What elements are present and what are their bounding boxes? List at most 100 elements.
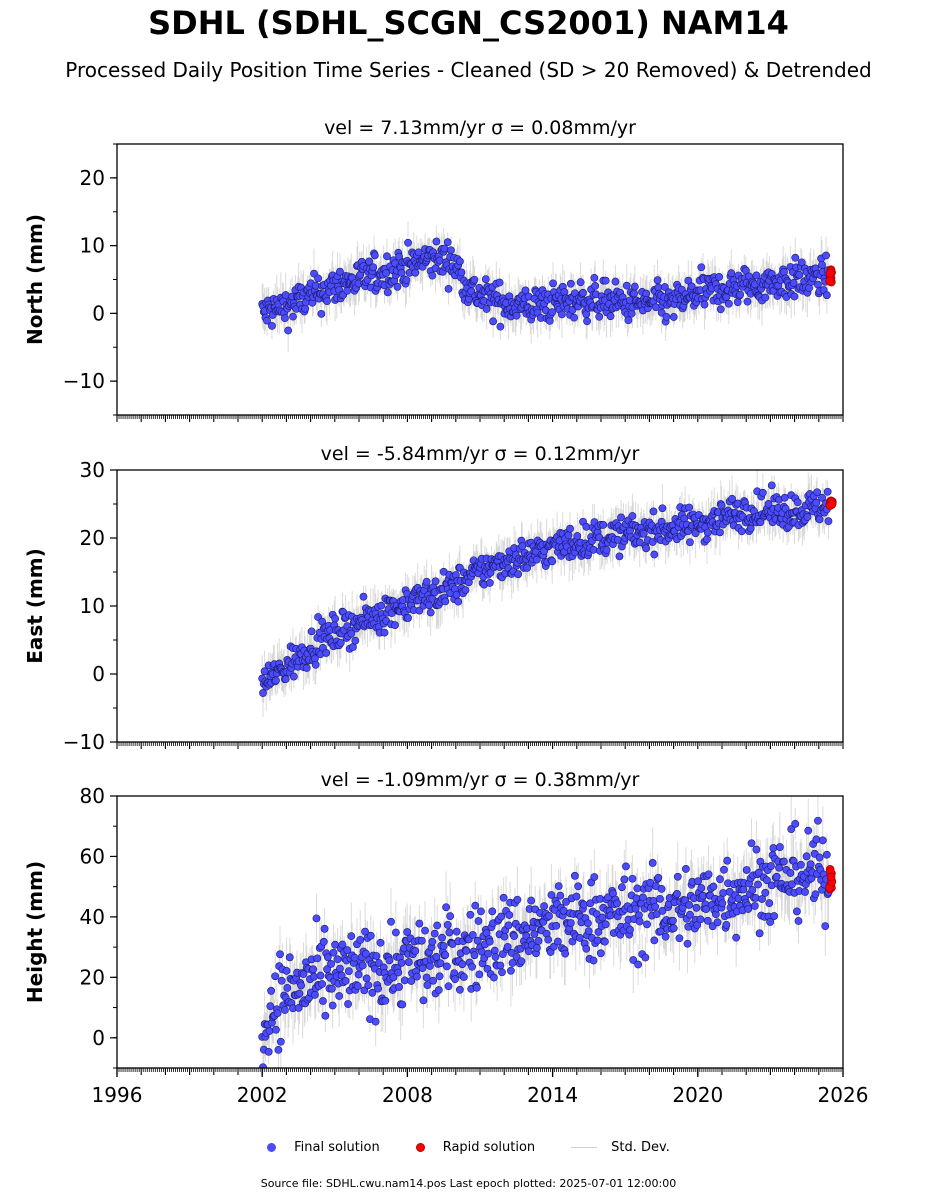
final-solution-point [344,1000,352,1008]
final-solution-point [635,538,644,547]
final-solution-point [473,936,482,945]
final-solution-point [545,912,553,920]
final-solution-point [435,256,444,265]
final-solution-point [404,238,412,247]
final-solution-point [613,899,621,908]
final-solution-point [767,481,776,490]
final-solution-point [350,953,359,962]
final-solution-point [360,986,369,995]
y-tick-label: −10 [63,369,105,393]
final-solution-point [272,676,280,685]
final-solution-point [387,917,395,926]
final-solution-point [455,985,464,994]
final-solution-point [737,527,746,536]
final-solution-point [716,305,725,314]
final-solution-point [474,917,483,925]
final-solution-point [413,972,421,981]
final-solution-point [491,953,500,961]
final-solution-point [642,544,651,553]
final-solution-point [719,889,728,897]
final-solution-point [683,939,692,948]
final-solution-point [322,649,331,657]
final-solution-point [822,291,831,300]
final-solution-point [404,614,412,622]
final-solution-point [821,922,830,931]
final-solution-point [389,973,398,982]
final-solution-point [383,252,391,261]
final-solution-point [804,826,813,835]
final-solution-point [586,899,595,908]
final-solution-point [589,545,598,554]
final-solution-point [369,263,378,272]
final-solution-point [812,498,821,507]
final-solution-point [544,935,553,944]
final-solution-point [466,910,475,919]
final-solution-point [767,862,775,870]
final-solution-point [692,903,701,912]
final-solution-point [812,835,821,844]
final-solution-point [758,488,767,497]
final-solution-point [579,900,588,909]
final-solution-point [524,947,533,956]
final-solution-point [769,844,778,852]
final-solution-point [700,300,709,309]
final-solution-point [724,299,733,308]
final-solution-point [744,905,753,913]
final-solution-point [795,270,804,279]
final-solution-point [422,973,431,982]
final-solution-point [780,493,789,502]
final-solution-point [402,276,411,285]
final-solution-point [626,925,634,934]
final-solution-point [385,956,394,965]
final-solution-point [336,267,344,276]
final-solution-point [364,981,373,990]
final-solution-point [697,263,706,272]
final-solution-point [442,903,450,912]
final-solution-point [646,878,655,887]
final-solution-point [814,280,822,289]
final-solution-point [411,946,420,955]
final-solution-point [468,962,476,971]
final-solution-point [787,825,796,833]
final-solution-point [601,276,610,285]
final-solution-point [446,912,455,921]
final-solution-point [685,503,694,512]
final-solution-point [470,951,479,960]
final-solution-point [822,850,831,859]
final-solution-point [527,896,536,905]
final-solution-point [458,960,467,969]
y-axis-label: East (mm) [23,548,47,664]
final-solution-point [397,268,406,277]
final-solution-point [475,970,484,979]
final-solution-point [311,660,320,669]
final-solution-point [454,597,463,606]
final-solution-point [775,843,784,851]
final-solution-point [496,322,505,331]
final-solution-point [441,597,450,606]
final-solution-point [423,981,432,989]
final-solution-point [495,278,504,287]
final-solution-point [709,882,718,891]
final-solution-point [435,972,444,981]
final-solution-point [513,895,522,904]
final-solution-point [792,907,801,916]
final-solution-point [429,976,438,985]
final-solution-point [545,317,554,325]
final-solution-point [512,311,521,320]
final-solution-point [372,952,381,960]
final-solution-point [374,959,383,967]
final-solution-point [649,507,658,516]
final-solution-point [615,552,624,561]
final-solution-point [764,500,773,508]
chart-subtitle: Processed Daily Position Time Series - C… [65,58,872,82]
final-solution-point [508,959,517,967]
final-solution-point [419,996,428,1005]
final-solution-point [699,891,707,900]
final-solution-point [660,283,669,291]
final-solution-point [264,1048,273,1056]
final-solution-point [641,953,650,962]
final-solution-point [532,943,541,952]
final-solution-point [755,929,764,938]
final-solution-point [652,303,660,312]
final-solution-point [333,955,342,964]
